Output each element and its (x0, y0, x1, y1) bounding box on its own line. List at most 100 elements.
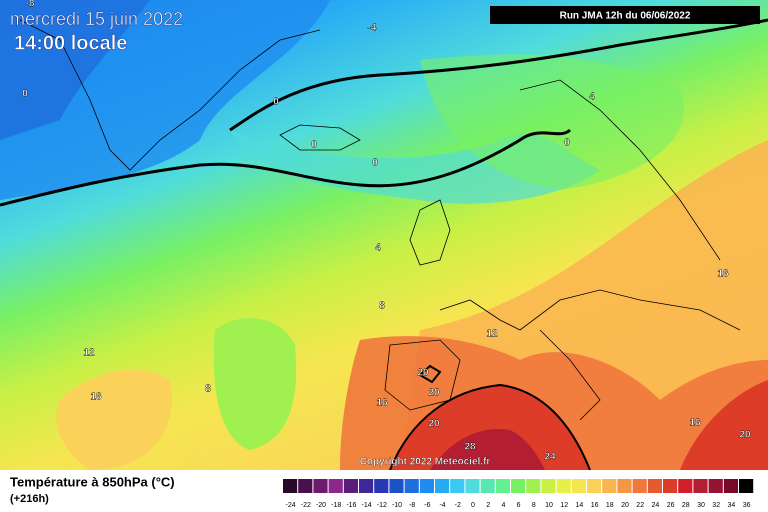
hot-core (430, 429, 545, 470)
contour-label: 8 (205, 384, 211, 395)
run-box (490, 6, 760, 24)
scale-label: 16 (591, 502, 599, 509)
scale-label: 26 (667, 502, 675, 509)
contour-label: 0 (22, 89, 28, 100)
scale-swatch (526, 479, 541, 493)
contour-label: 20 (417, 368, 429, 379)
scale-swatch (343, 479, 358, 493)
scale-swatch (480, 479, 495, 493)
contour-label: 12 (83, 348, 95, 359)
scale-label: 34 (728, 502, 736, 509)
scale-swatch (571, 479, 586, 493)
scale-swatch (587, 479, 602, 493)
scale-swatch (450, 479, 465, 493)
scale-label: 0 (471, 502, 475, 509)
color-scale: -24 -22 -20 -18 -16 -14 -12 -10 -8 -6 -4 -2 0 2 4 6 8 10 1… (283, 479, 754, 509)
scale-label: -2 (455, 502, 461, 509)
scale-label: 36 (743, 502, 751, 509)
contour-label: 0 (372, 158, 378, 169)
scale-swatch (602, 479, 617, 493)
scale-swatch (541, 479, 556, 493)
scale-swatch (374, 479, 389, 493)
contour-labels: -8 -4 0 0 0 0 0 4 4 8 12 12 8 16 16 20 20 20 28 24 16 16 20 (22, 0, 751, 463)
scale-label: 10 (545, 502, 553, 509)
forecast-lead: (+216h) (10, 493, 49, 505)
scale-swatch (663, 479, 678, 493)
scale-swatch (313, 479, 328, 493)
scale-swatch (511, 479, 526, 493)
contour-label: 20 (428, 419, 440, 430)
contour-label: 28 (464, 442, 476, 453)
scale-label: -18 (331, 502, 341, 509)
scale-label: -16 (346, 502, 356, 509)
scale-swatch (723, 479, 738, 493)
contour-label: -4 (368, 23, 377, 34)
contour-label: 16 (90, 392, 102, 403)
scale-label: 6 (517, 502, 521, 509)
time-title: 14:00 locale (14, 32, 127, 54)
contour-label: 4 (589, 92, 595, 103)
scale-label: 28 (682, 502, 690, 509)
contour-label: 16 (689, 418, 701, 429)
map-area: -8 -4 0 0 0 0 0 4 4 8 12 12 8 16 16 20 20 20 28 24 16 16 20 (0, 0, 768, 471)
contour-label: -8 (26, 0, 35, 10)
scale-swatch (404, 479, 419, 493)
scale-label: 12 (560, 502, 568, 509)
scale-swatch (678, 479, 693, 493)
scale-swatch (647, 479, 662, 493)
scale-swatch (465, 479, 480, 493)
scale-swatch (708, 479, 723, 493)
scale-swatch (632, 479, 647, 493)
contour-label: 20 (739, 430, 751, 441)
scale-label: -12 (377, 502, 387, 509)
contour-label: 20 (428, 388, 440, 399)
zero-isotherm (0, 18, 768, 471)
scale-label: 30 (697, 502, 705, 509)
scale-swatch (435, 479, 450, 493)
scale-label: 14 (576, 502, 584, 509)
contour-label: 24 (544, 452, 556, 463)
scale-swatch (739, 479, 754, 493)
warm-zone (56, 369, 172, 470)
coastlines (19, 19, 741, 421)
scale-label: 18 (606, 502, 614, 509)
scale-swatch (359, 479, 374, 493)
scale-label: 2 (486, 502, 490, 509)
contour-label: 16 (717, 269, 729, 280)
contour-label: 12 (486, 329, 498, 340)
contour-label: 16 (376, 398, 388, 409)
scale-swatch (389, 479, 404, 493)
scale-label: -20 (316, 502, 326, 509)
date-title: mercredi 15 juin 2022 (10, 9, 183, 29)
scale-swatch (693, 479, 708, 493)
scale-swatch (298, 479, 313, 493)
scale-swatch (495, 479, 510, 493)
run-info: Run JMA 12h du 06/06/2022 (560, 11, 691, 22)
scale-swatch (617, 479, 632, 493)
scale-swatch (556, 479, 571, 493)
scale-label: 24 (652, 502, 660, 509)
scale-label: -4 (439, 502, 445, 509)
scale-label: 4 (501, 502, 505, 509)
contour-label: 0 (311, 140, 317, 151)
scale-label: 20 (621, 502, 629, 509)
scale-label: -6 (424, 502, 430, 509)
contour-label: 4 (375, 243, 381, 254)
scale-label: 32 (712, 502, 720, 509)
scale-label: -10 (392, 502, 402, 509)
scale-swatch (283, 479, 298, 493)
scale-label: -22 (301, 502, 311, 509)
scale-swatch (419, 479, 434, 493)
hot-core (680, 380, 768, 470)
scale-label: -24 (286, 502, 296, 509)
contour-label: 0 (564, 138, 570, 149)
mild-zone (420, 54, 684, 190)
scale-label: -8 (409, 502, 415, 509)
mild-zone (213, 318, 297, 450)
contour-label: 0 (273, 97, 279, 108)
scale-label: -14 (362, 502, 372, 509)
scale-label: 8 (532, 502, 536, 509)
contour-label: 8 (379, 301, 385, 312)
